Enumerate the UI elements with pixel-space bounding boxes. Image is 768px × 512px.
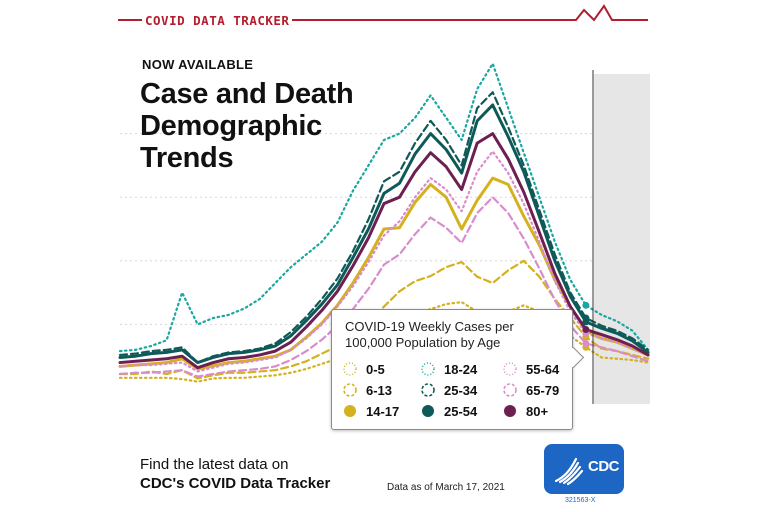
series-line-55-64: [118, 150, 650, 373]
series-line-25-54: [118, 103, 650, 365]
series-point-65-79: [582, 339, 590, 347]
legend-label-55-64: 55-64: [526, 361, 560, 377]
legend-label-25-34: 25-34: [444, 382, 478, 398]
legend-item-14-17: 14-17: [342, 402, 399, 420]
legend-symbol-0-5: [343, 362, 357, 376]
series-line-65-79: [118, 196, 650, 378]
headline: Case and Death Demographic Trends: [140, 78, 390, 174]
legend-item-25-34: 25-34: [420, 381, 477, 399]
legend-label-6-13: 6-13: [366, 382, 393, 398]
series-line-80+: [118, 132, 650, 370]
legend-symbol-14-17: [344, 405, 356, 417]
legend-symbol-18-24: [421, 362, 435, 376]
legend-item-55-64: 55-64: [502, 360, 559, 378]
header-title: COVID DATA TRACKER: [142, 13, 293, 28]
legend-item-6-13: 6-13: [342, 381, 392, 399]
legend-label-0-5: 0-5: [366, 361, 385, 377]
eyebrow-label: NOW AVAILABLE: [142, 57, 254, 72]
series-point-80+: [582, 325, 590, 333]
series-line-14-17: [118, 176, 650, 371]
legend-label-18-24: 18-24: [444, 361, 478, 377]
data-as-of: Data as of March 17, 2021: [387, 482, 505, 493]
cdc-logo-text: CDC: [588, 458, 620, 475]
legend-item-80+: 80+: [502, 402, 548, 420]
headline-line-2: Demographic: [140, 110, 323, 142]
legend-label-80+: 80+: [526, 403, 549, 419]
legend-title: COVID-19 Weekly Cases per 100,000 Popula…: [345, 319, 514, 351]
headline-line-3: Trends: [140, 142, 234, 174]
legend-symbol-55-64: [503, 362, 517, 376]
header: COVID DATA TRACKER: [118, 10, 648, 34]
header-rule: [118, 4, 648, 22]
legend-symbol-25-54: [422, 405, 434, 417]
series-point-18-24: [582, 301, 590, 309]
series-line-6-13: [118, 259, 650, 380]
legend-symbol-6-13: [343, 383, 357, 397]
chart-legend: COVID-19 Weekly Cases per 100,000 Popula…: [331, 309, 573, 430]
legend-title-line-1: COVID-19 Weekly Cases per: [345, 319, 514, 334]
headline-line-1: Case and Death: [140, 78, 354, 110]
legend-label-25-54: 25-54: [444, 403, 478, 419]
series-line-18-24: [118, 62, 650, 353]
legend-label-65-79: 65-79: [526, 382, 560, 398]
legend-item-25-54: 25-54: [420, 402, 477, 420]
publication-code: 321563-X: [565, 497, 596, 504]
footer-line-2[interactable]: CDC's COVID Data Tracker: [140, 475, 331, 492]
series-point-25-54: [582, 318, 590, 326]
hhs-eagle-icon: [554, 457, 584, 486]
footer-line-1: Find the latest data on: [140, 456, 289, 473]
series-layer: [118, 62, 650, 383]
marker-layer: [582, 301, 590, 351]
legend-item-65-79: 65-79: [502, 381, 559, 399]
legend-title-line-2: 100,000 Population by Age: [345, 335, 501, 350]
legend-symbol-25-34: [421, 383, 435, 397]
recent-data-band: [594, 74, 650, 404]
cdc-logo: CDC: [544, 444, 624, 494]
legend-label-14-17: 14-17: [366, 403, 400, 419]
legend-item-18-24: 18-24: [420, 360, 477, 378]
legend-symbol-80+: [504, 405, 516, 417]
legend-item-0-5: 0-5: [342, 360, 385, 378]
legend-symbol-65-79: [503, 383, 517, 397]
footer-cta: Find the latest data on CDC's COVID Data…: [140, 455, 330, 493]
